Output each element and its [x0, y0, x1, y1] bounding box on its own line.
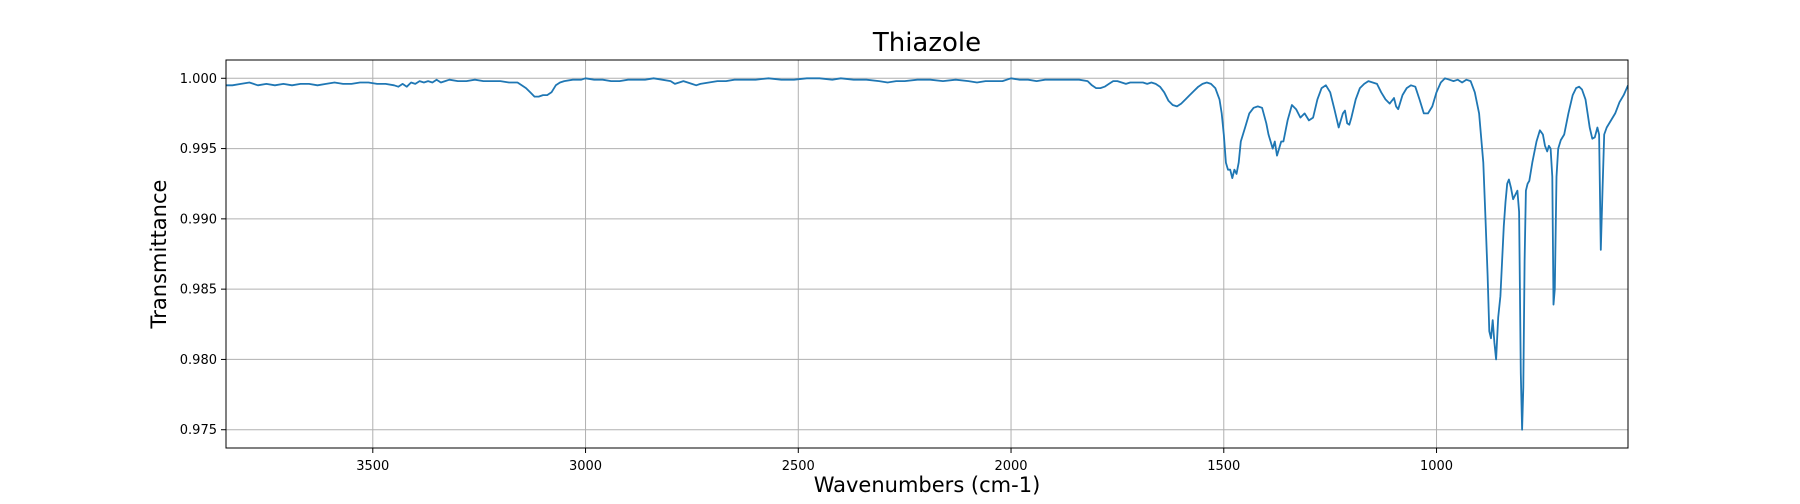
y-axis-label: Transmittance: [147, 180, 171, 330]
spectrum-line: [226, 77, 1628, 431]
y-tick-label: 1.000: [180, 72, 217, 87]
x-tick-label: 3000: [569, 459, 602, 474]
y-tick-label: 0.975: [180, 423, 217, 438]
ticks: 3500 3000 2500 2000 1500 1000 0.975 0.980 0.985 0…: [180, 72, 1453, 474]
chart-title: Thiazole: [872, 28, 981, 58]
plot-area: [226, 77, 1628, 431]
x-tick-label: 1500: [1207, 459, 1240, 474]
x-axis-label: Wavenumbers (cm-1): [814, 473, 1041, 497]
axes-frame: [225, 59, 1629, 449]
x-tick-label: 3500: [356, 459, 389, 474]
y-tick-label: 0.990: [180, 212, 217, 227]
x-tick-label: 2000: [994, 459, 1027, 474]
y-tick-label: 0.985: [180, 283, 217, 298]
y-tick-label: 0.980: [180, 353, 217, 368]
grid: [226, 60, 1628, 448]
x-tick-label: 2500: [782, 459, 815, 474]
y-tick-label: 0.995: [180, 142, 217, 157]
x-tick-label: 1000: [1420, 459, 1453, 474]
